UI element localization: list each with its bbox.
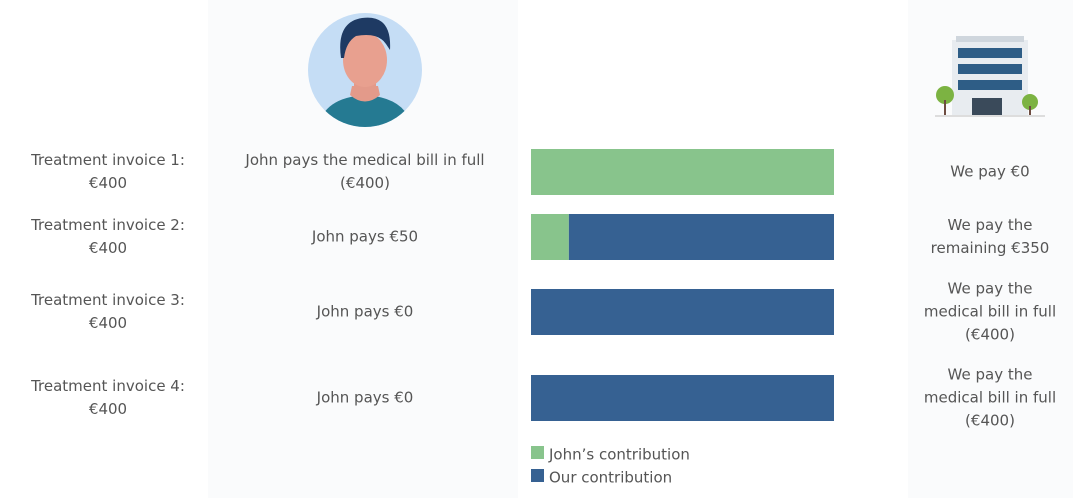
we-text: (€400) xyxy=(965,412,1015,430)
legend-swatch xyxy=(531,446,544,459)
we-text: (€400) xyxy=(965,326,1015,344)
bar-segment xyxy=(531,375,834,421)
bar-segment xyxy=(531,289,834,335)
invoice-text: Treatment invoice 1: xyxy=(30,151,185,169)
bar-segment xyxy=(531,149,834,195)
we-text: We pay the xyxy=(948,216,1033,234)
john-text: John pays €0 xyxy=(316,389,414,407)
invoice-text: Treatment invoice 4: xyxy=(30,377,185,395)
legend-swatch xyxy=(531,469,544,482)
we-text: medical bill in full xyxy=(924,389,1056,407)
john-text: (€400) xyxy=(340,174,390,192)
legend-label: Our contribution xyxy=(549,469,672,487)
we-text: We pay the xyxy=(948,280,1033,298)
we-text: We pay the xyxy=(948,366,1033,384)
invoice-text: €400 xyxy=(89,239,127,257)
john-text: John pays €0 xyxy=(316,303,414,321)
we-text: We pay €0 xyxy=(950,163,1029,181)
bar-segment xyxy=(569,214,834,260)
invoice-text: €400 xyxy=(89,174,127,192)
invoice-text: €400 xyxy=(89,400,127,418)
infographic: Treatment invoice 1: €400 John pays the me… xyxy=(0,0,1073,498)
invoice-text: Treatment invoice 2: xyxy=(30,216,185,234)
john-text: John pays the medical bill in full xyxy=(244,151,484,169)
invoice-text: Treatment invoice 3: xyxy=(30,291,185,309)
john-text: John pays €50 xyxy=(311,228,418,246)
bar-segment xyxy=(531,214,569,260)
invoice-text: €400 xyxy=(89,314,127,332)
we-text: medical bill in full xyxy=(924,303,1056,321)
legend-label: John’s contribution xyxy=(548,446,690,464)
we-text: remaining €350 xyxy=(931,239,1050,257)
